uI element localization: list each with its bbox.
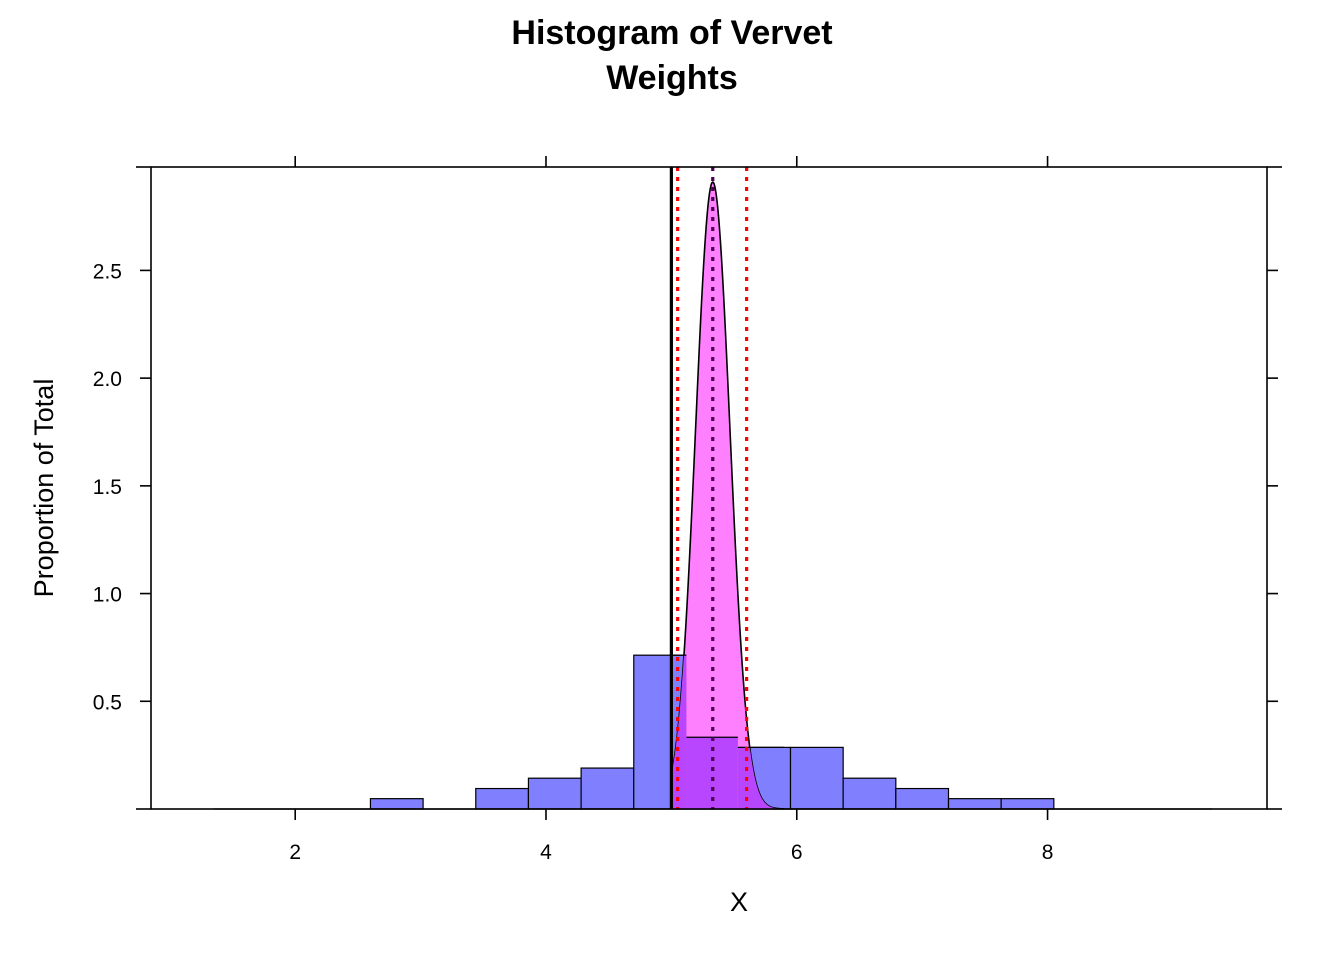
x-tick-label-1: 4 [540, 841, 552, 864]
chart-title: Histogram of Vervet Weights [511, 14, 832, 97]
y-tick-label-1: 1.0 [93, 584, 122, 607]
chart-title-line-1: Histogram of Vervet [511, 14, 832, 52]
overlap-layer [671, 654, 785, 809]
y-tick-label-0: 0.5 [93, 691, 122, 714]
histogram-bar-3 [369, 798, 424, 810]
reference-lines [669, 167, 749, 809]
y-axis-label: Proportion of Total [29, 379, 59, 598]
histogram-bar-14 [947, 798, 1002, 810]
histogram-bar-5 [475, 787, 530, 810]
histogram-bar-12 [842, 777, 897, 810]
plot-frame [150, 166, 1268, 810]
chart-title-line-2: Weights [606, 59, 738, 97]
x-tick-label-3: 8 [1042, 841, 1054, 864]
density-layer [670, 181, 785, 810]
y-tick-label-2: 1.5 [93, 476, 122, 499]
y-tick-label-3: 2.0 [93, 368, 122, 391]
axis-ticks: 2 4 6 8 0.5 1.0 1.5 2.0 2.5 [93, 156, 1282, 864]
histogram-bar-13 [895, 787, 950, 810]
overlap-region-10 [737, 747, 785, 809]
histogram-bar-15 [1000, 798, 1055, 810]
overlap-region-9 [686, 737, 738, 809]
x-axis-label: X [730, 887, 748, 917]
histogram-bar-7 [580, 767, 635, 810]
density-area [671, 182, 785, 809]
overlap-region-8 [671, 655, 687, 809]
histogram-bar-11 [789, 746, 844, 810]
x-tick-label-0: 2 [289, 841, 301, 864]
x-tick-label-2: 6 [791, 841, 803, 864]
y-tick-label-4: 2.5 [93, 260, 122, 283]
histogram-bar-6 [527, 777, 582, 810]
